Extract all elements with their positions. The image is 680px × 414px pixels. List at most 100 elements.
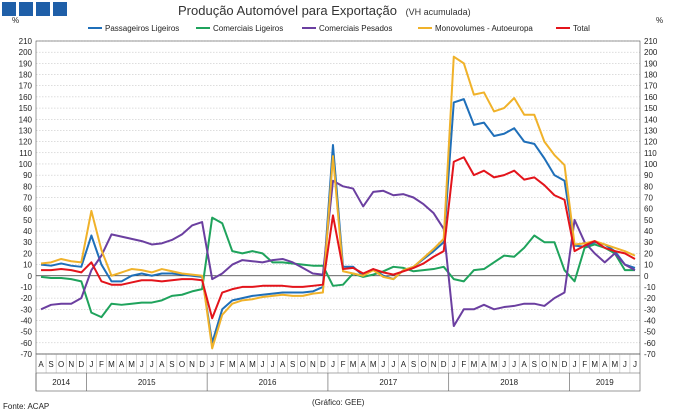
plot-lines [40,55,636,350]
y-tick-label: 20 [23,249,32,258]
y-tick-label: -10 [20,283,32,292]
x-month-label: M [108,360,115,369]
legend-label: Comerciais Pesados [319,24,392,33]
y-tick-label: 90 [23,171,32,180]
logo-block [36,2,50,16]
credit-note: (Gráfico: GEE) [312,398,365,407]
y-axis-right: -70 -60 -50 -40 -30 -20 -10 0 10 20 30 40 50 60 70 80 90… [644,37,658,359]
y-tick-label: 10 [644,261,653,270]
y-tick-label: 130 [19,126,33,135]
x-year-label: 2017 [379,378,397,387]
legend: Passageiros Ligeiros Comerciais Ligeiros C… [88,24,590,33]
x-month-label: F [582,360,587,369]
x-month-label: M [370,360,377,369]
x-month-label: N [68,360,74,369]
x-month-label: O [420,360,426,369]
y-tick-label: 20 [644,249,653,258]
x-month-label: J [331,360,335,369]
y-tick-label: 190 [644,59,658,68]
y-tick-label: 40 [644,227,653,236]
chart-title-main: Produção Automóvel para Exportação [178,3,397,18]
y-tick-label: 140 [19,115,33,124]
y-tick-label: 100 [19,160,33,169]
y-axis-left-label: % [12,16,19,25]
x-month-label: F [220,360,225,369]
x-month-label: A [280,360,286,369]
y-tick-label: 200 [644,48,658,57]
x-month-label: O [300,360,306,369]
y-tick-label: 210 [19,37,33,46]
x-month-label: J [573,360,577,369]
y-tick-label: 150 [644,104,658,113]
y-tick-label: 140 [644,115,658,124]
x-month-label: A [159,360,165,369]
x-month-label: N [310,360,316,369]
y-tick-label: 60 [23,205,32,214]
x-month-label: S [290,360,295,369]
x-month-label: J [512,360,516,369]
x-month-label: M [249,360,256,369]
y-tick-label: 0 [644,272,649,281]
x-month-label: J [150,360,154,369]
x-month-label: M [591,360,598,369]
x-month-label: J [623,360,627,369]
x-month-label: O [58,360,64,369]
y-tick-label: 100 [644,160,658,169]
x-month-label: D [562,360,568,369]
y-tick-label: -50 [20,328,32,337]
x-month-label: O [541,360,547,369]
x-year-label: 2019 [596,378,614,387]
x-year-label: 2014 [52,378,70,387]
y-tick-label: -10 [644,283,656,292]
x-month-label: J [261,360,265,369]
x-month-label: A [119,360,125,369]
y-tick-label: 180 [19,71,33,80]
x-month-label: F [341,360,346,369]
source-note: Fonte: ACAP [3,402,49,411]
y-tick-label: 70 [23,194,32,203]
y-tick-label: 70 [644,194,653,203]
x-month-label: D [320,360,326,369]
y-tick-label: 170 [19,82,33,91]
y-tick-label: -70 [20,350,32,359]
x-month-label: J [381,360,385,369]
x-month-label: J [140,360,144,369]
y-tick-label: -50 [644,328,656,337]
legend-label: Comerciais Ligeiros [213,24,283,33]
y-tick-label: 190 [19,59,33,68]
legend-label: Monovolumes - Autoeuropa [435,24,533,33]
y-tick-label: 0 [28,272,33,281]
x-month-label: J [271,360,275,369]
y-tick-label: 60 [644,205,653,214]
y-tick-label: 170 [644,82,658,91]
x-month-label: O [179,360,185,369]
y-axis-right-label: % [656,16,663,25]
y-tick-label: 110 [644,149,657,158]
x-month-label: A [522,360,528,369]
y-tick-label: 40 [23,227,32,236]
y-tick-label: 30 [23,238,32,247]
logo-block [2,2,16,16]
y-tick-label: 120 [19,138,33,147]
x-month-label: A [38,360,44,369]
y-tick-label: -40 [644,316,656,325]
x-month-label: J [633,360,637,369]
chart-title-subtitle: (VH acumulada) [406,7,471,17]
y-tick-label: 30 [644,238,653,247]
y-tick-label: -60 [20,339,32,348]
x-month-label: S [169,360,174,369]
y-tick-label: 150 [19,104,33,113]
logo-block [53,2,67,16]
y-tick-label: 90 [644,171,653,180]
x-month-label: J [391,360,395,369]
y-tick-label: -40 [20,316,32,325]
x-month-label: F [461,360,466,369]
x-month-label: J [452,360,456,369]
y-tick-label: -20 [644,294,656,303]
y-tick-label: 50 [23,216,32,225]
y-tick-label: -60 [644,339,656,348]
x-month-label: J [89,360,93,369]
y-tick-label: 180 [644,71,658,80]
